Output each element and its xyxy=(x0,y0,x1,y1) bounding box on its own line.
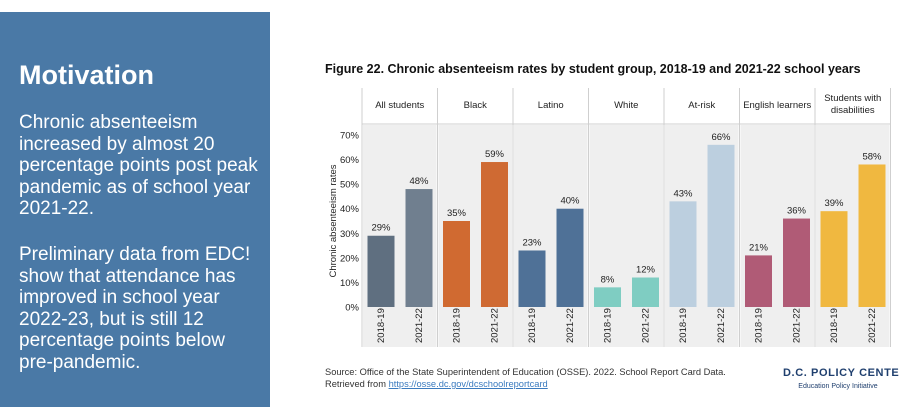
data-label: 48% xyxy=(409,176,429,187)
x-tick-label: 2018-19 xyxy=(678,308,689,343)
data-label: 66% xyxy=(711,132,731,143)
bar xyxy=(481,162,508,307)
group-header: All students xyxy=(375,100,424,111)
x-tick-label: 2021-22 xyxy=(792,308,803,343)
data-label: 36% xyxy=(787,206,807,217)
bar xyxy=(858,164,886,307)
bar xyxy=(707,144,735,307)
data-label: 29% xyxy=(371,223,391,234)
data-label: 21% xyxy=(749,242,769,253)
group-header: At-risk xyxy=(688,100,715,111)
data-label: 8% xyxy=(601,274,615,285)
data-label: 35% xyxy=(447,208,467,219)
chart-header-band xyxy=(362,88,891,124)
bar xyxy=(518,250,546,307)
data-label: 12% xyxy=(636,265,656,276)
y-tick-label: 30% xyxy=(340,229,360,240)
bar xyxy=(367,235,395,307)
x-tick-label: 2021-22 xyxy=(490,308,501,343)
x-tick-label: 2018-19 xyxy=(603,308,614,343)
dc-policy-center-logo: D.C. POLICY CENTER Education Policy Init… xyxy=(783,367,900,390)
group-header: Students with xyxy=(824,93,881,104)
x-tick-label: 2021-22 xyxy=(414,308,425,343)
x-tick-label: 2018-19 xyxy=(754,308,765,343)
group-header: White xyxy=(614,100,638,111)
y-tick-label: 50% xyxy=(340,180,360,191)
x-tick-label: 2018-19 xyxy=(829,308,840,343)
x-tick-label: 2021-22 xyxy=(716,308,727,343)
group-header: English learners xyxy=(743,100,811,111)
x-tick-label: 2021-22 xyxy=(867,308,878,343)
source-note: Source: Office of the State Superintende… xyxy=(325,366,765,390)
y-tick-label: 10% xyxy=(340,278,360,289)
figure-title: Figure 22. Chronic absenteeism rates by … xyxy=(325,62,861,76)
y-tick-label: 70% xyxy=(340,131,360,142)
y-tick-label: 0% xyxy=(345,303,359,314)
bar xyxy=(594,287,621,307)
motivation-panel: Motivation Chronic absenteeism increased… xyxy=(0,12,270,407)
bar xyxy=(443,221,470,307)
data-label: 58% xyxy=(862,151,882,162)
source-text: Source: Office of the State Superintende… xyxy=(325,367,726,389)
data-label: 39% xyxy=(824,198,844,209)
group-header: disabilities xyxy=(831,105,875,116)
panel-paragraph-1: Chronic absenteeism increased by almost … xyxy=(19,112,258,219)
data-label: 59% xyxy=(485,149,505,160)
group-header: Latino xyxy=(538,100,564,111)
x-tick-label: 2021-22 xyxy=(565,308,576,343)
x-tick-label: 2018-19 xyxy=(452,308,463,343)
y-tick-label: 40% xyxy=(340,204,360,215)
bar xyxy=(820,211,848,307)
x-tick-label: 2018-19 xyxy=(376,308,387,343)
group-panel xyxy=(589,125,663,347)
bar xyxy=(405,189,433,307)
data-label: 43% xyxy=(673,188,693,199)
bar xyxy=(745,255,772,307)
panel-paragraph-2: Preliminary data from EDC! show that att… xyxy=(19,244,251,373)
data-label: 23% xyxy=(522,237,542,248)
source-link[interactable]: https://osse.dc.gov/dcschoolreportcard xyxy=(388,379,548,389)
bar xyxy=(783,218,810,307)
x-tick-label: 2021-22 xyxy=(641,308,652,343)
y-axis-label: Chronic absenteeism rates xyxy=(328,164,339,277)
y-tick-label: 20% xyxy=(340,253,360,264)
x-tick-label: 2018-19 xyxy=(527,308,538,343)
y-tick-label: 60% xyxy=(340,155,360,166)
data-label: 40% xyxy=(560,196,580,207)
bar xyxy=(556,208,584,307)
logo-main-text: D.C. POLICY CENTER xyxy=(783,367,900,379)
panel-title: Motivation xyxy=(19,60,154,90)
group-header: Black xyxy=(464,100,487,111)
bar xyxy=(669,201,697,307)
bar xyxy=(632,277,659,307)
logo-sub-text: Education Policy Initiative xyxy=(798,383,878,390)
